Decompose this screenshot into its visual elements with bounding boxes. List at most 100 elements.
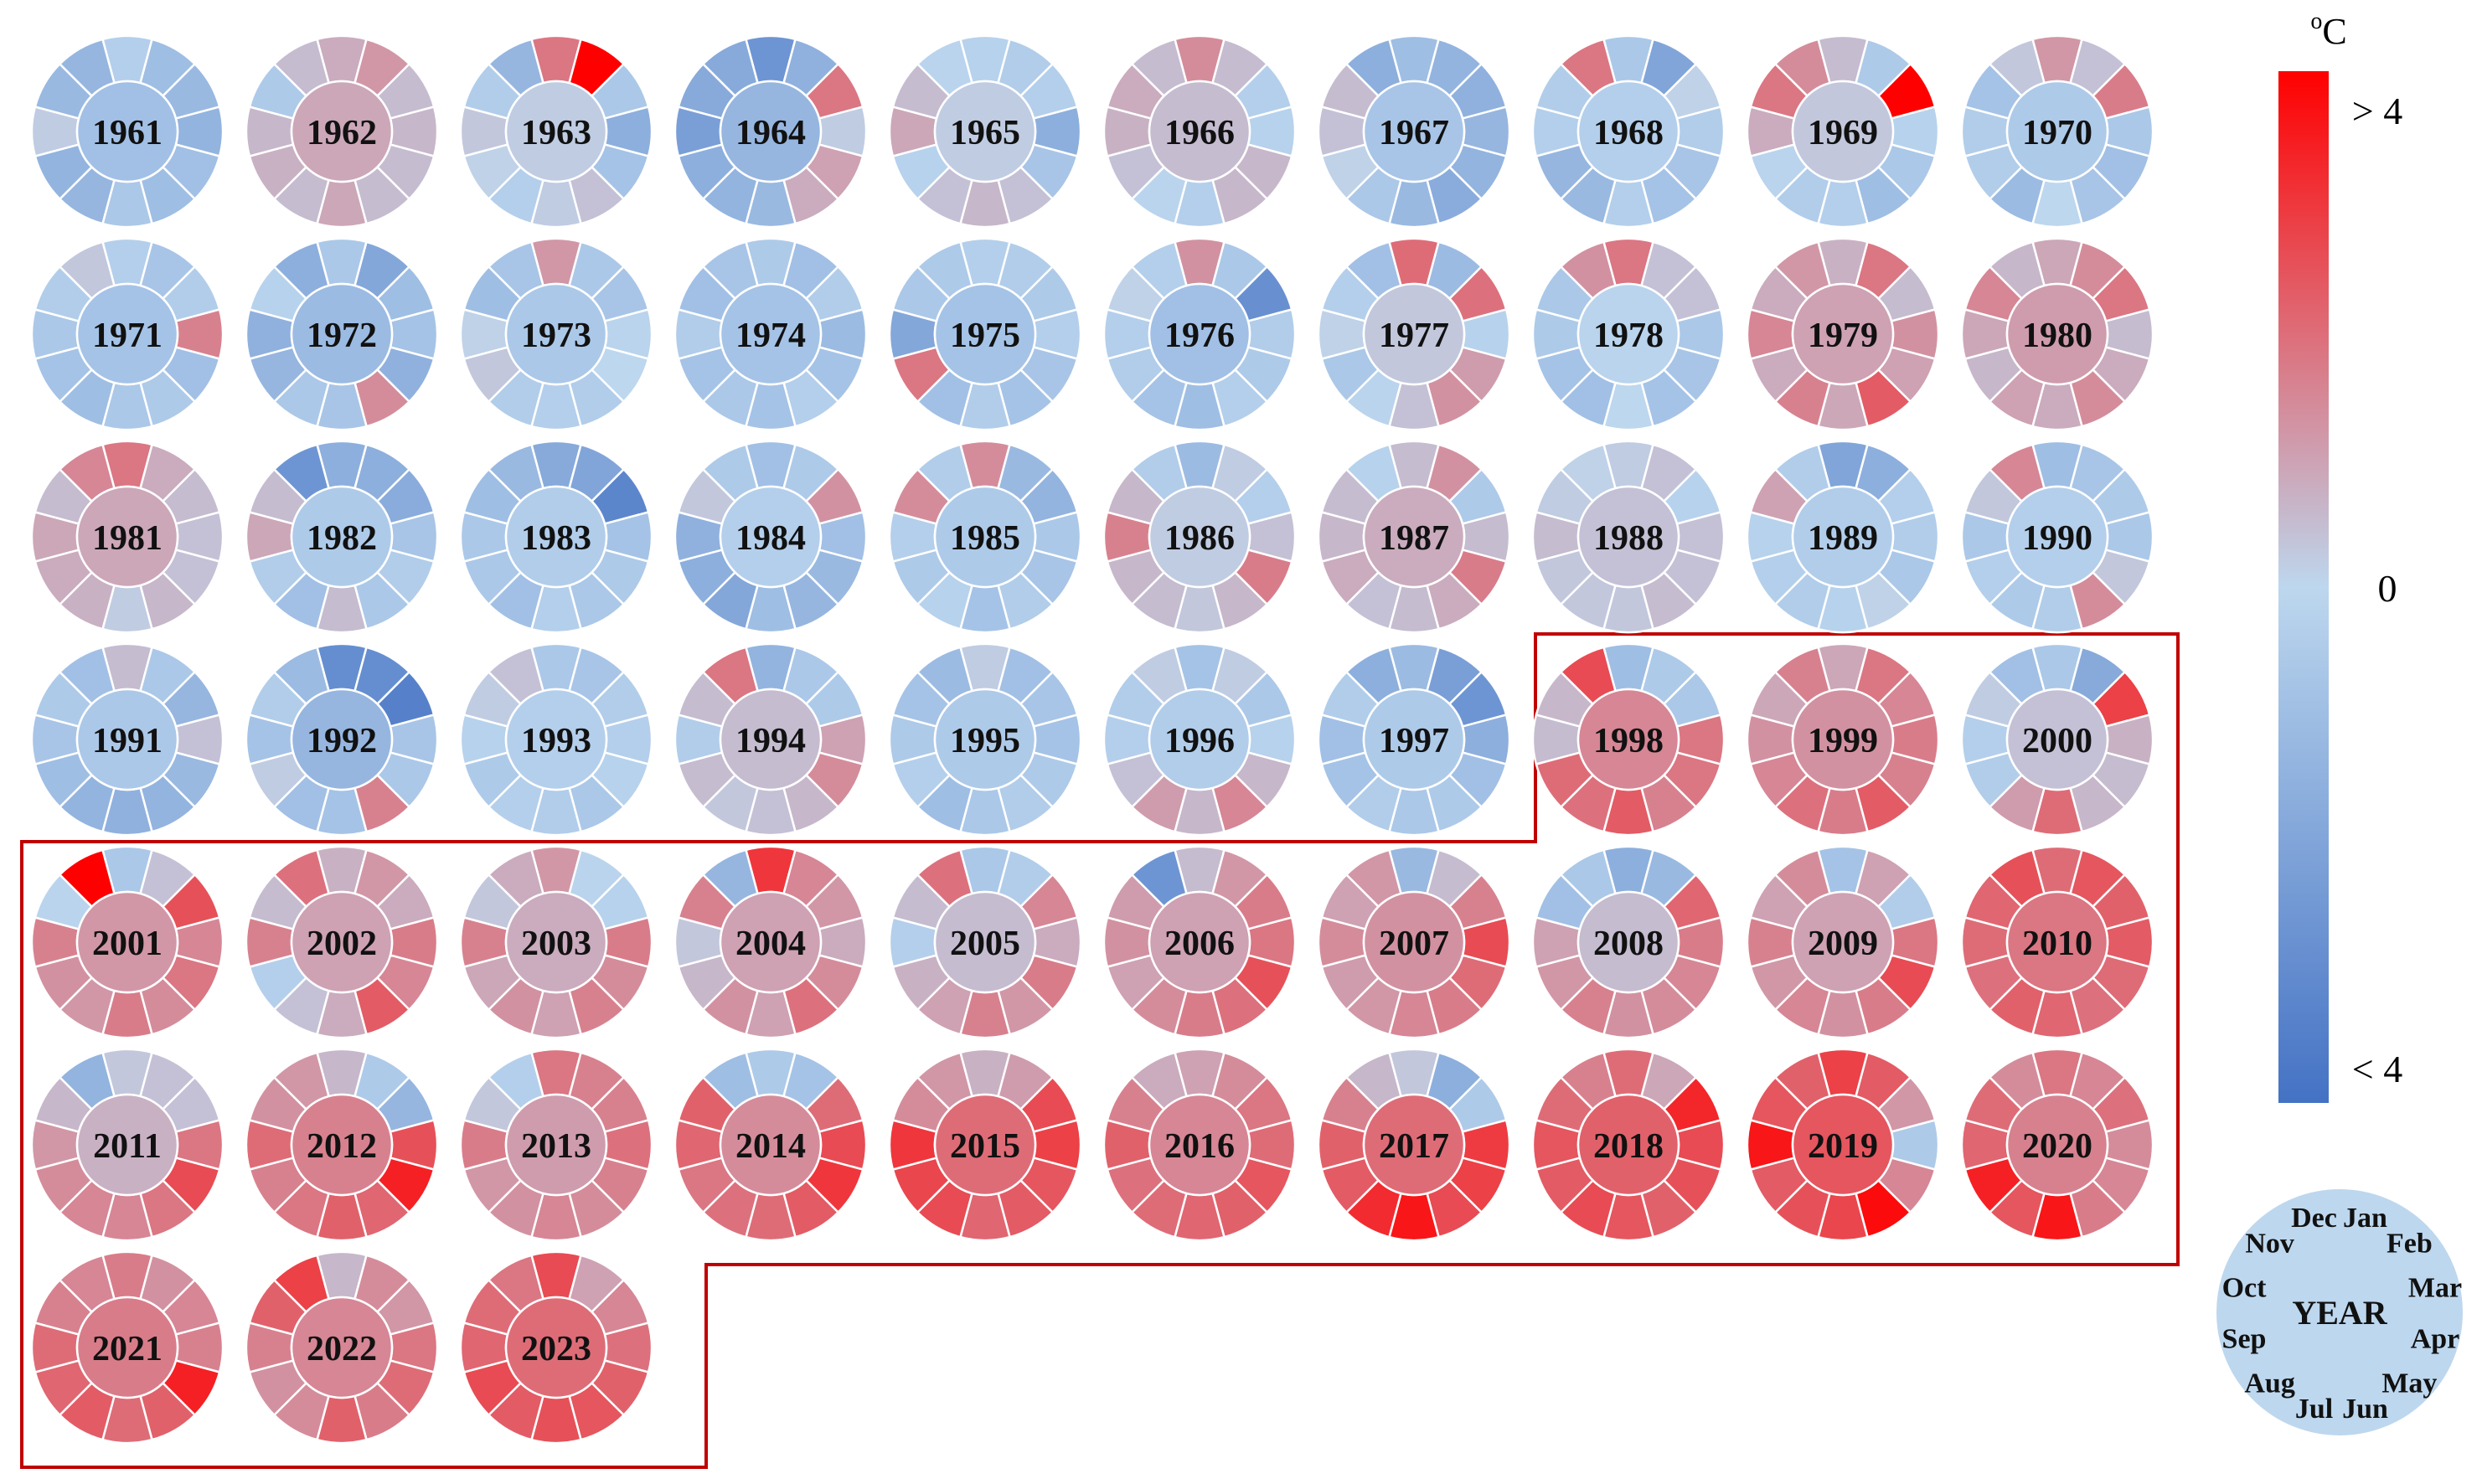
annual-cell-2008 <box>1576 890 1680 994</box>
annual-cell-1975 <box>933 282 1037 386</box>
color-legend: oC > 4 0 < 4 <box>2278 8 2402 1103</box>
annual-cell-1984 <box>719 485 823 589</box>
year-ring-1986: 1986 <box>1102 440 1297 634</box>
year-ring-1996: 1996 <box>1102 642 1297 837</box>
year-label-2018: 2018 <box>1593 1127 1664 1166</box>
year-label-1976: 1976 <box>1164 317 1235 355</box>
year-ring-1977: 1977 <box>1317 237 1511 431</box>
year-ring-1978: 1978 <box>1531 237 1726 431</box>
year-label-2011: 2011 <box>93 1127 162 1166</box>
annual-cell-1998 <box>1576 688 1680 791</box>
year-ring-1987: 1987 <box>1317 440 1511 634</box>
year-label-2015: 2015 <box>950 1127 1020 1166</box>
annual-cell-1982 <box>290 485 394 589</box>
year-ring-1990: 1990 <box>1960 440 2154 634</box>
annual-cell-2006 <box>1148 890 1251 994</box>
annual-cell-2003 <box>504 890 608 994</box>
highlight-outline <box>20 632 2180 1469</box>
year-ring-1993: 1993 <box>459 642 653 837</box>
year-label-1987: 1987 <box>1379 519 1449 558</box>
year-ring-1970: 1970 <box>1960 34 2154 229</box>
year-label-1978: 1978 <box>1593 317 1664 355</box>
annual-cell-2010 <box>2005 890 2109 994</box>
year-ring-1972: 1972 <box>245 237 439 431</box>
annual-cell-1972 <box>290 282 394 386</box>
annual-cell-1962 <box>290 80 394 183</box>
year-label-1962: 1962 <box>307 114 377 152</box>
year-label-1996: 1996 <box>1164 722 1235 760</box>
annual-cell-1989 <box>1791 485 1895 589</box>
year-label-1975: 1975 <box>950 317 1020 355</box>
year-ring-2005: 2005 <box>888 845 1082 1039</box>
key-month-label-aug: Aug <box>2244 1368 2294 1399</box>
year-label-2013: 2013 <box>521 1127 591 1166</box>
annual-cell-2015 <box>933 1093 1037 1197</box>
year-ring-1965: 1965 <box>888 34 1082 229</box>
year-ring-1966: 1966 <box>1102 34 1297 229</box>
year-ring-2019: 2019 <box>1746 1048 1940 1242</box>
annual-cell-1965 <box>933 80 1037 183</box>
year-label-1961: 1961 <box>92 114 163 152</box>
year-label-1980: 1980 <box>2022 317 2092 355</box>
legend-unit-label: oC <box>2310 8 2346 52</box>
annual-cell-1966 <box>1148 80 1251 183</box>
year-ring-1973: 1973 <box>459 237 653 431</box>
year-label-2010: 2010 <box>2022 925 2092 963</box>
annual-cell-1986 <box>1148 485 1251 589</box>
year-ring-2017: 2017 <box>1317 1048 1511 1242</box>
legend-min-label: < 4 <box>2352 1048 2402 1090</box>
year-label-1992: 1992 <box>307 722 377 760</box>
annual-cell-1999 <box>1791 688 1895 791</box>
annual-cell-2004 <box>719 890 823 994</box>
year-ring-1988: 1988 <box>1531 440 1726 634</box>
annual-cell-1995 <box>933 688 1037 791</box>
annual-cell-2002 <box>290 890 394 994</box>
year-label-1983: 1983 <box>521 519 591 558</box>
year-label-1991: 1991 <box>92 722 163 760</box>
annual-cell-1969 <box>1791 80 1895 183</box>
year-label-2003: 2003 <box>521 925 591 963</box>
year-label-1972: 1972 <box>307 317 377 355</box>
year-label-2014: 2014 <box>735 1127 806 1166</box>
annual-cell-2014 <box>719 1093 823 1197</box>
year-ring-2009: 2009 <box>1746 845 1940 1039</box>
year-ring-2003: 2003 <box>459 845 653 1039</box>
year-label-2008: 2008 <box>1593 925 1664 963</box>
annual-cell-1979 <box>1791 282 1895 386</box>
annual-cell-1961 <box>75 80 179 183</box>
year-ring-1968: 1968 <box>1531 34 1726 229</box>
color-legend-bar <box>2278 71 2329 1103</box>
key-month-label-jul: Jul <box>2295 1394 2333 1425</box>
year-label-2002: 2002 <box>307 925 377 963</box>
annual-cell-1983 <box>504 485 608 589</box>
legend-max-label: > 4 <box>2352 90 2402 132</box>
year-ring-1981: 1981 <box>30 440 224 634</box>
annual-cell-2000 <box>2005 688 2109 791</box>
year-label-1999: 1999 <box>1808 722 1878 760</box>
year-label-1974: 1974 <box>735 317 806 355</box>
key-month-label-dec: Dec <box>2291 1203 2337 1234</box>
year-ring-1962: 1962 <box>245 34 439 229</box>
year-ring-2021: 2021 <box>30 1250 224 1445</box>
annual-cell-2023 <box>504 1296 608 1399</box>
annual-cell-2012 <box>290 1093 394 1197</box>
annual-cell-2019 <box>1791 1093 1895 1197</box>
year-ring-1963: 1963 <box>459 34 653 229</box>
year-ring-2022: 2022 <box>245 1250 439 1445</box>
year-ring-1991: 1991 <box>30 642 224 837</box>
annual-cell-1968 <box>1576 80 1680 183</box>
annual-cell-1990 <box>2005 485 2109 589</box>
year-label-1970: 1970 <box>2022 114 2092 152</box>
year-ring-1994: 1994 <box>673 642 868 837</box>
annual-cell-1991 <box>75 688 179 791</box>
year-label-2021: 2021 <box>92 1330 163 1368</box>
year-label-1995: 1995 <box>950 722 1020 760</box>
year-label-1994: 1994 <box>735 722 806 760</box>
annual-cell-1987 <box>1362 485 1466 589</box>
key-month-label-mar: Mar <box>2408 1273 2462 1304</box>
year-label-1986: 1986 <box>1164 519 1235 558</box>
key-month-label-jun: Jun <box>2342 1394 2388 1425</box>
annual-cell-1974 <box>719 282 823 386</box>
year-label-1989: 1989 <box>1808 519 1878 558</box>
year-ring-1998: 1998 <box>1531 642 1726 837</box>
